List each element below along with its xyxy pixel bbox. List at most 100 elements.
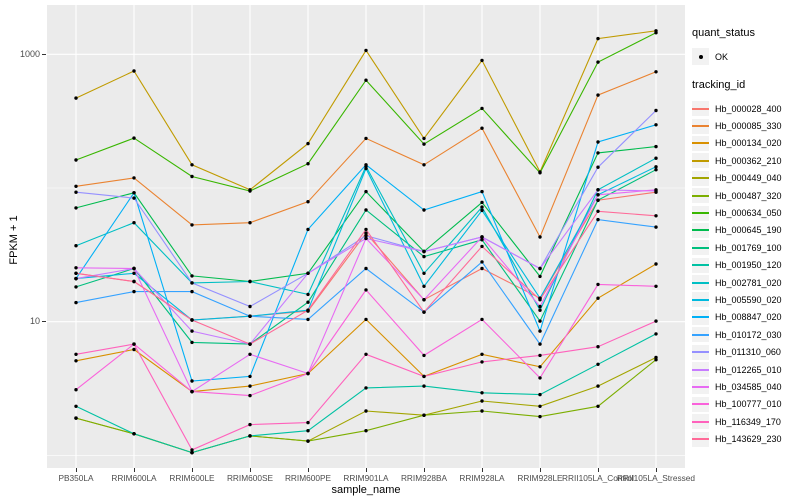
data-point (74, 388, 78, 392)
data-point (364, 208, 368, 212)
data-point (306, 227, 310, 232)
data-point (596, 165, 600, 169)
data-point (248, 384, 252, 388)
data-point (190, 329, 194, 333)
data-point (480, 409, 484, 413)
legend-item: Hb_000449_040 (692, 170, 798, 187)
data-point (422, 374, 426, 379)
legend: quant_status OK tracking_id Hb_000028_40… (692, 27, 798, 448)
x-tick-label: RRII105LA_Control (562, 473, 634, 483)
data-point (74, 158, 78, 162)
legend-key (692, 48, 709, 65)
data-point (190, 163, 194, 167)
legend-line-swatch (692, 194, 709, 197)
data-point (654, 332, 658, 336)
legend-item: Hb_011310_060 (692, 343, 798, 360)
legend-line-swatch (692, 351, 709, 354)
legend-line-swatch (692, 385, 709, 388)
legend-line-swatch (692, 246, 709, 249)
x-tick-label: RRIM600LA (111, 473, 157, 483)
data-point (538, 365, 542, 369)
legend-line-swatch (692, 177, 709, 180)
data-point (538, 342, 542, 346)
data-point (480, 106, 484, 111)
legend-item: Hb_005590_020 (692, 291, 798, 308)
data-point (190, 450, 194, 455)
x-tick-mark (250, 468, 251, 472)
legend-key (692, 135, 709, 151)
data-point (364, 48, 368, 53)
data-point (654, 31, 658, 35)
legend-line-swatch (692, 438, 709, 441)
legend-key (692, 275, 709, 291)
data-point (422, 284, 426, 288)
data-point (422, 271, 426, 275)
data-point (306, 271, 310, 275)
legend-key (692, 396, 709, 412)
data-point (248, 352, 252, 356)
data-point (132, 266, 136, 271)
data-point (596, 36, 600, 41)
data-point (538, 171, 542, 175)
data-point (654, 144, 658, 149)
data-point (654, 225, 658, 229)
plot-panel (47, 5, 685, 468)
legend-key (692, 362, 709, 378)
data-point (364, 266, 368, 271)
legend-item-label: Hb_000085_330 (715, 121, 782, 132)
y-tick-label-10: 10 (29, 316, 40, 326)
legend-quant-status: quant_status OK (692, 27, 798, 65)
data-point (480, 205, 484, 209)
legend-items: Hb_000028_400 Hb_000085_330 Hb_000134_020 H… (692, 100, 798, 448)
legend-key (692, 379, 709, 395)
x-tick-label: RRIM928BA (400, 473, 448, 483)
legend-item: Hb_001769_100 (692, 239, 798, 256)
legend-item-label: Hb_002781_020 (715, 277, 782, 288)
legend-item-ok: OK (692, 48, 798, 65)
legend-item-label: Hb_000362_210 (715, 155, 782, 166)
data-point (480, 189, 484, 194)
y-tick-mark (42, 321, 46, 322)
legend-key (692, 414, 709, 430)
data-point (132, 176, 136, 180)
data-point (306, 162, 310, 166)
legend-item: Hb_002781_020 (692, 274, 798, 291)
legend-line-swatch (692, 142, 709, 145)
data-point (538, 392, 542, 397)
x-tick-mark (424, 468, 425, 472)
data-point (306, 292, 310, 297)
legend-item-label: Hb_100777_010 (715, 399, 782, 410)
data-point (364, 78, 368, 82)
legend-item: Hb_010172_030 (692, 326, 798, 343)
data-point (248, 434, 252, 438)
data-point (132, 136, 136, 140)
data-point (538, 274, 542, 279)
data-point (422, 249, 426, 254)
data-point (364, 288, 368, 292)
data-point (596, 198, 600, 202)
data-point (480, 244, 484, 249)
legend-item: Hb_000028_400 (692, 100, 798, 117)
legend-line-swatch (692, 403, 709, 406)
data-point (190, 289, 194, 294)
data-point (74, 416, 78, 420)
data-point (364, 166, 368, 171)
legend-item-label: Hb_143629_230 (715, 434, 782, 445)
legend-line-swatch (692, 212, 709, 215)
data-point (538, 376, 542, 380)
data-point (422, 208, 426, 212)
data-point (422, 310, 426, 314)
legend-line-swatch (692, 107, 709, 110)
data-point (248, 221, 252, 225)
data-point (538, 235, 542, 239)
data-point (190, 318, 194, 322)
legend-item-label: Hb_012265_010 (715, 364, 782, 375)
y-axis-title: FPKM + 1 (8, 215, 20, 265)
legend-line-swatch (692, 316, 709, 319)
data-point (654, 70, 658, 74)
data-point (596, 217, 600, 222)
data-point (306, 439, 310, 443)
x-tick-label: RRII105LA_Stressed (617, 473, 695, 483)
data-point (132, 271, 136, 275)
